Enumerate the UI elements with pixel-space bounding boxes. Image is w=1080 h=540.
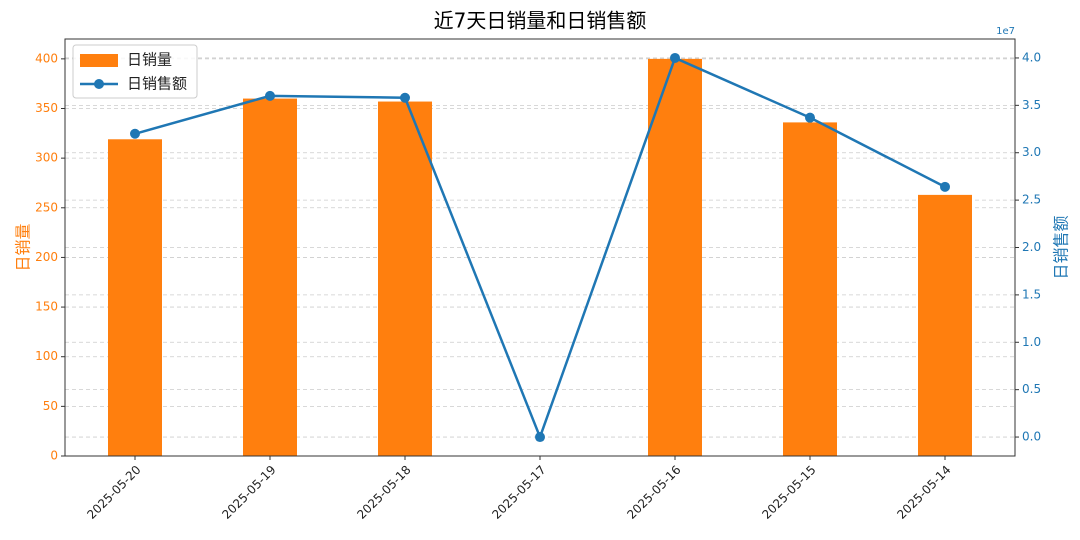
bar <box>243 98 297 457</box>
line-marker <box>130 128 140 139</box>
line-marker <box>400 92 410 103</box>
x-tick-label: 2025-05-17 <box>489 463 548 522</box>
y-tick-label: 0 <box>50 449 58 463</box>
legend-label: 日销售额 <box>127 75 187 93</box>
y2-tick-label: 1.5 <box>1022 287 1041 301</box>
y-tick-label: 250 <box>35 200 58 214</box>
axes-frame <box>64 38 1016 457</box>
line-marker <box>940 181 950 192</box>
line-marker <box>805 112 815 123</box>
y-axis-label: 日销量 <box>14 223 33 271</box>
y2-tick-label: 3.5 <box>1022 98 1041 112</box>
x-tick-label: 2025-05-16 <box>624 463 683 522</box>
bar <box>648 58 702 456</box>
y-tick-label: 400 <box>35 51 58 65</box>
y2-offset-label: 1e7 <box>996 26 1015 37</box>
y2-tick-label: 2.0 <box>1022 240 1041 254</box>
bar <box>783 122 837 457</box>
line-marker <box>670 52 680 63</box>
bar <box>108 139 162 456</box>
y2-tick-label: 0.0 <box>1022 430 1041 444</box>
x-tick-label: 2025-05-18 <box>354 463 413 522</box>
legend-label: 日销量 <box>127 51 172 69</box>
y2-tick-label: 2.5 <box>1022 193 1041 207</box>
line-marker <box>265 90 275 101</box>
legend-swatch <box>94 79 104 89</box>
bar <box>918 194 972 456</box>
x-tick-label: 2025-05-14 <box>894 463 953 522</box>
chart-title: 近7天日销量和日销售额 <box>434 9 647 33</box>
y2-tick-label: 1.0 <box>1022 335 1041 349</box>
line-marker <box>535 432 545 443</box>
y2-axis-label: 日销售额 <box>1052 215 1071 279</box>
y-tick-label: 150 <box>35 300 58 314</box>
bar <box>378 101 432 457</box>
y-tick-label: 300 <box>35 151 58 165</box>
y2-tick-label: 3.0 <box>1022 145 1041 159</box>
legend-swatch <box>80 54 118 67</box>
y2-tick-label: 4.0 <box>1022 50 1041 64</box>
x-tick-label: 2025-05-15 <box>759 463 818 522</box>
y-tick-label: 50 <box>43 399 58 413</box>
y-tick-label: 200 <box>35 250 58 264</box>
x-tick-label: 2025-05-20 <box>84 463 143 522</box>
y2-tick-label: 0.5 <box>1022 382 1041 396</box>
x-tick-label: 2025-05-19 <box>219 463 278 522</box>
y-tick-label: 350 <box>35 101 58 115</box>
y-tick-label: 100 <box>35 349 58 363</box>
